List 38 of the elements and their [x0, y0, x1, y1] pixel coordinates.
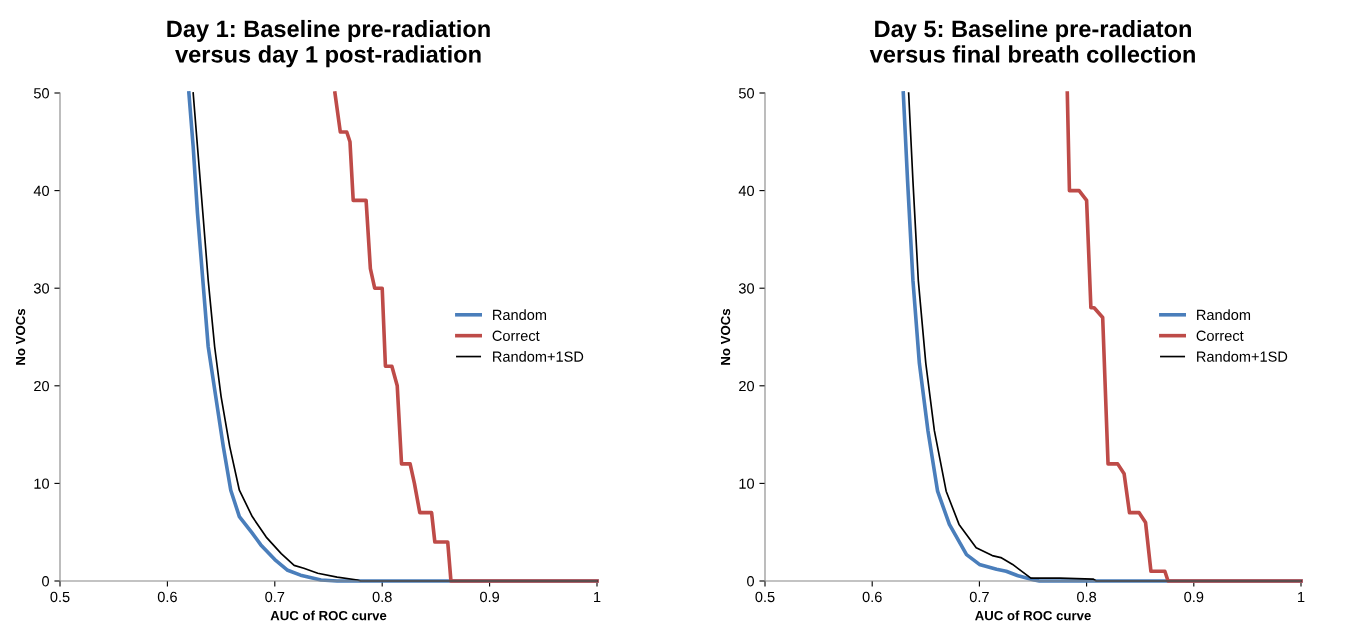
y-tick-label: 0 — [42, 576, 50, 587]
y-tick-label: 10 — [34, 478, 50, 489]
x-tick-label: 0.8 — [372, 591, 392, 603]
x-tick-label: 0.6 — [157, 591, 177, 603]
y-tick-label: 20 — [739, 380, 755, 392]
legend-label: Random+1SD — [1197, 351, 1288, 362]
y-tick-label: 50 — [33, 88, 50, 99]
x-tick-label: 1 — [594, 591, 601, 602]
x-tick-label: 0.7 — [969, 591, 989, 603]
y-tick-label: 20 — [34, 380, 50, 392]
x-axis-title: AUC of ROC curve — [270, 610, 387, 621]
line-series — [333, 91, 599, 583]
legend-label: Random — [1197, 309, 1251, 321]
x-tick-label: 0.5 — [50, 591, 70, 603]
x-tick-label: 0.5 — [755, 591, 775, 603]
y-tick-label: 30 — [33, 283, 50, 294]
x-axis-title: AUC of ROC curve — [975, 610, 1091, 621]
x-tick-label: 1 — [1298, 591, 1305, 602]
x-tick-label: 0.7 — [265, 591, 285, 603]
x-tick-label: 0.9 — [1184, 591, 1204, 603]
y-tick-label: 30 — [738, 283, 755, 294]
legend-label: Correct — [1196, 330, 1244, 341]
legend-label: Correct — [492, 330, 540, 341]
y-tick-label: 0 — [747, 576, 755, 587]
y-tick-label: 10 — [739, 478, 755, 489]
legend-label: Random+1SD — [493, 351, 584, 362]
y-axis-title: No VOCs — [15, 308, 26, 365]
x-tick-label: 0.8 — [1077, 591, 1097, 603]
line-series — [1065, 91, 1303, 583]
legend-label: Random — [493, 309, 547, 321]
x-tick-label: 0.6 — [862, 591, 882, 603]
x-tick-label: 0.9 — [480, 591, 500, 603]
chart-title: Day 1: Baseline pre-radiation versus day 1 post-radiation — [167, 19, 490, 68]
y-tick-label: 40 — [33, 185, 50, 197]
y-tick-label: 40 — [738, 185, 755, 197]
y-tick-label: 50 — [738, 88, 755, 99]
y-axis-title: No VOCs — [720, 308, 731, 365]
chart-title: Day 5: Baseline pre-radiaton versus final breath collection — [869, 19, 1195, 63]
